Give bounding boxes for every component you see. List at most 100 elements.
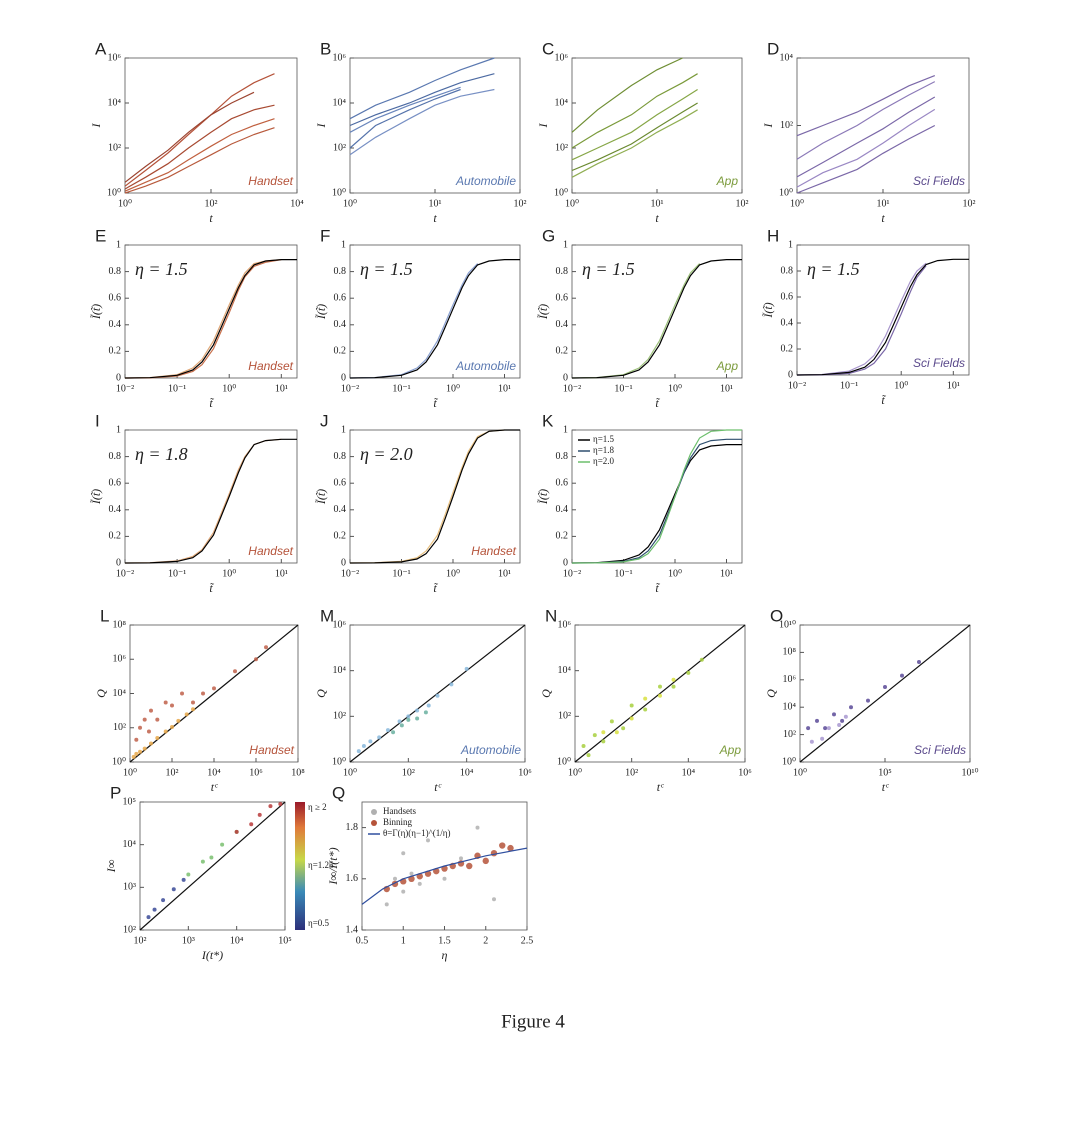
scatter-point xyxy=(686,670,691,675)
y-tick-label: 10² xyxy=(783,729,796,740)
series-line xyxy=(124,91,255,183)
x-tick-label: 10¹ xyxy=(275,568,288,579)
scatter-point xyxy=(186,872,191,877)
scatter-point xyxy=(368,739,373,744)
y-tick-label: 1 xyxy=(341,239,346,250)
y-tick-label: 0.8 xyxy=(781,265,794,276)
y-tick-label: 10⁴ xyxy=(333,665,347,676)
scatter-point xyxy=(629,716,634,721)
plot-frame xyxy=(571,429,743,564)
legend-label: Handsets xyxy=(383,806,416,816)
reference-line xyxy=(139,801,286,931)
scatter-point xyxy=(423,710,428,715)
category-annotation: Handset xyxy=(249,743,294,757)
x-tick-label: 10⁰ xyxy=(222,568,236,579)
scatter-point xyxy=(180,691,185,696)
scatter-point xyxy=(658,684,662,689)
scatter-point xyxy=(671,677,676,682)
x-tick-label: 10⁴ xyxy=(290,198,304,209)
panel: Otᶜ Q 10⁰ 10⁵ 10¹⁰ 10⁰ 10² 10⁴ 10⁶ 10⁸ 10¹⁰ Sci Fie… xyxy=(764,606,979,793)
y-axis-label: Q xyxy=(539,689,553,698)
scatter-point xyxy=(391,730,396,735)
scatter-point xyxy=(191,707,195,712)
colorbar xyxy=(295,802,305,930)
scatter-point xyxy=(409,871,414,876)
y-axis-label: I∞/I(t*) xyxy=(326,847,340,885)
x-tick-label: 10² xyxy=(205,198,218,209)
x-tick-label: 10⁵ xyxy=(278,935,292,946)
y-tick-label: 0.6 xyxy=(556,292,569,303)
panel-letter: M xyxy=(320,606,334,625)
series-line xyxy=(124,259,297,379)
y-tick-label: 1 xyxy=(788,239,793,250)
y-tick-label: 0.8 xyxy=(109,266,122,277)
panel: Jt̃ Ĩ(t̃) 10⁻² 10⁻¹ 10⁰ 10¹ 0 0.2 0.4 0.6 0.8 1 Hand… xyxy=(314,411,521,595)
y-tick-label: 10⁶ xyxy=(333,52,347,63)
x-axis-label: t̃ xyxy=(655,396,660,410)
scatter-point xyxy=(417,881,422,886)
legend-label: η=1.5 xyxy=(593,434,615,444)
scatter-point xyxy=(406,714,411,719)
panel-letter: A xyxy=(95,39,107,58)
reference-line xyxy=(574,624,746,763)
y-tick-label: 1 xyxy=(116,424,121,435)
x-axis-label: tᶜ xyxy=(434,780,441,794)
eta-label: η = 1.5 xyxy=(807,259,860,279)
series-line xyxy=(124,104,275,190)
scatter-point xyxy=(699,657,704,662)
scatter-point xyxy=(601,739,606,744)
x-tick-label: 10¹ xyxy=(651,198,664,209)
y-tick-label: 0.2 xyxy=(556,346,569,357)
x-tick-label: 10⁴ xyxy=(207,767,221,778)
x-tick-label: 10⁰ xyxy=(894,380,908,391)
x-tick-label: 1.5 xyxy=(438,935,451,946)
series-line xyxy=(571,444,742,564)
scatter-point xyxy=(220,842,225,847)
panel: Ft̃ Ĩ(t̃) 10⁻² 10⁻¹ 10⁰ 10¹ 0 0.2 0.4 0.6 0.8 1 Auto… xyxy=(314,226,521,410)
x-tick-label: 10⁻² xyxy=(341,568,359,579)
x-tick-label: 10⁰ xyxy=(123,767,137,778)
scatter-point xyxy=(866,698,870,703)
series-line xyxy=(124,438,297,564)
x-axis-label: t̃ xyxy=(209,396,214,410)
scatter-point xyxy=(449,682,454,687)
y-tick-label: 10³ xyxy=(123,882,136,893)
y-tick-label: 10⁴ xyxy=(783,701,797,712)
scatter-point xyxy=(399,723,404,728)
x-tick-label: 10⁻² xyxy=(116,568,134,579)
scatter-point xyxy=(184,712,189,717)
series-line xyxy=(796,81,936,160)
x-tick-label: 10⁻² xyxy=(788,380,806,391)
y-tick-label: 0 xyxy=(116,557,121,568)
scatter-point xyxy=(415,708,420,713)
scatter-point xyxy=(900,673,904,678)
y-tick-label: 10² xyxy=(558,711,571,722)
x-axis-label: t̃ xyxy=(433,396,438,410)
scatter-point xyxy=(170,725,174,730)
scatter-point xyxy=(586,753,591,758)
category-annotation: Handset xyxy=(248,359,293,373)
scatter-point xyxy=(621,726,626,731)
y-tick-label: 1 xyxy=(563,239,568,250)
x-tick-label: 10⁴ xyxy=(230,935,244,946)
scatter-point xyxy=(181,877,186,882)
series-line xyxy=(796,96,936,178)
scatter-point xyxy=(435,693,440,698)
scatter-point xyxy=(176,718,181,723)
y-tick-label: 10⁴ xyxy=(780,52,794,63)
scatter-point xyxy=(840,718,845,723)
x-axis-label: t̃ xyxy=(433,581,438,595)
figure-caption: Figure 4 xyxy=(501,1011,565,1032)
x-tick-label: 10⁻¹ xyxy=(614,383,632,394)
panel: Et̃ Ĩ(t̃) 10⁻² 10⁻¹ 10⁰ 10¹ 0 0.2 0.4 0.6 0.8 1 Hand… xyxy=(89,226,298,410)
scatter-point xyxy=(155,717,160,722)
scatter-point xyxy=(393,876,397,881)
y-tick-label: 10² xyxy=(108,142,121,153)
x-tick-label: 10⁶ xyxy=(738,767,752,778)
eta-label: η = 1.5 xyxy=(582,259,635,279)
y-tick-label: 10² xyxy=(555,142,568,153)
y-tick-label: 0.8 xyxy=(109,451,122,462)
x-tick-label: 10² xyxy=(963,198,976,209)
x-axis-label: tᶜ xyxy=(882,780,889,794)
